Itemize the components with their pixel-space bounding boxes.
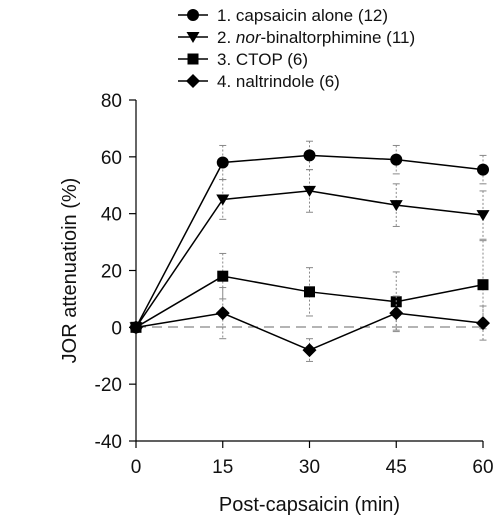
y-tick-label: -40	[95, 432, 122, 453]
y-tick-label: 60	[101, 148, 122, 169]
legend-item-3: 3. CTOP (6)	[178, 50, 308, 69]
x-tick-label: 60	[472, 457, 493, 478]
legend-item-1: 1. capsaicin alone (12)	[178, 6, 388, 25]
data-point	[304, 286, 315, 298]
data-point	[476, 316, 490, 331]
data-point	[303, 185, 316, 197]
data-point	[477, 279, 489, 291]
data-point	[390, 153, 403, 166]
y-tick-label: 40	[101, 205, 122, 226]
x-tick-label: 30	[299, 457, 320, 478]
x-tick-label: 15	[212, 457, 233, 478]
data-point	[216, 194, 230, 206]
series-4	[129, 287, 490, 362]
legend-item-4: 4. naltrindole (6)	[178, 72, 340, 91]
data-point	[389, 306, 404, 321]
x-axis-title: Post-capsaicin (min)	[219, 494, 400, 516]
legend-label-1: 1. capsaicin alone (12)	[217, 6, 388, 25]
data-point	[476, 210, 490, 222]
legend-label-2: 2. nor-binaltorphimine (11)	[217, 28, 415, 47]
data-point	[303, 149, 316, 162]
series-layer	[129, 140, 490, 362]
y-axis-title: JOR attenuatioin (%)	[59, 178, 81, 364]
data-point	[129, 320, 143, 335]
plot-area: -40 -20 0 20 40 60 80 0 15 30 45 60	[95, 91, 494, 478]
y-tick-label: 0	[111, 318, 122, 339]
data-point	[477, 163, 489, 176]
legend-item-2: 2. nor-binaltorphimine (11)	[178, 28, 415, 47]
y-tick-label: 20	[101, 262, 122, 283]
data-point	[302, 343, 317, 358]
x-tick-label: 0	[131, 457, 142, 478]
legend-label-4: 4. naltrindole (6)	[217, 72, 340, 91]
data-point	[217, 270, 229, 282]
data-point	[389, 200, 403, 212]
legend-label-3: 3. CTOP (6)	[217, 50, 308, 69]
y-tick-label: -20	[95, 375, 122, 396]
data-point	[216, 156, 229, 169]
legend: 1. capsaicin alone (12) 2. nor-binaltorp…	[178, 6, 415, 91]
x-tick-label: 45	[386, 457, 407, 478]
x-ticks: 0 15 30 45 60	[131, 441, 494, 478]
y-tick-label: 80	[101, 91, 122, 112]
y-ticks: -40 -20 0 20 40 60 80	[95, 91, 136, 453]
data-point	[215, 306, 230, 321]
